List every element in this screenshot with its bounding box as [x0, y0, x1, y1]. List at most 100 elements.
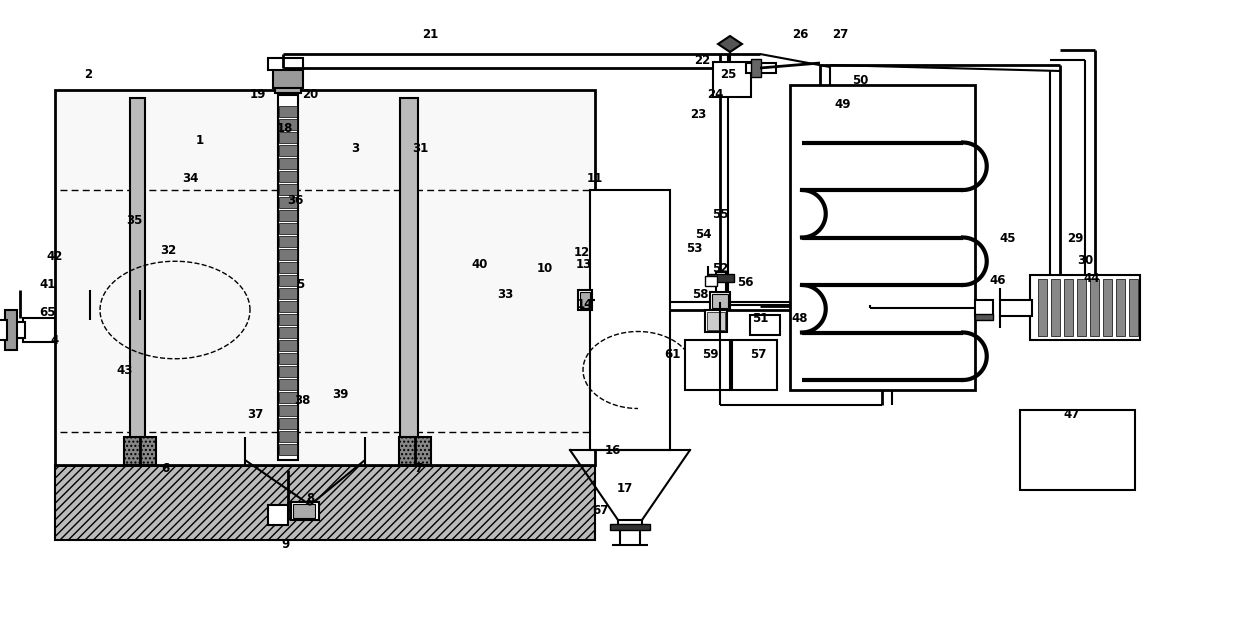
Bar	[1021, 410, 1135, 490]
Bar	[578, 290, 591, 310]
Bar	[279, 366, 298, 377]
Bar	[55, 465, 595, 540]
Bar	[580, 292, 590, 308]
Text: 42: 42	[47, 250, 63, 263]
Text: 24: 24	[707, 89, 723, 102]
Bar	[1030, 275, 1140, 340]
Text: 33: 33	[497, 288, 513, 301]
Bar	[279, 119, 298, 130]
Bar	[5, 310, 17, 350]
Text: 35: 35	[125, 213, 143, 227]
Bar	[278, 95, 298, 460]
Bar	[279, 327, 298, 338]
Bar	[279, 223, 298, 234]
Bar	[15, 322, 25, 338]
Bar	[1116, 279, 1125, 336]
Bar	[279, 210, 298, 221]
Text: 38: 38	[294, 394, 310, 406]
Bar	[291, 502, 319, 520]
Bar	[750, 315, 780, 335]
Bar	[707, 312, 725, 330]
Text: 48: 48	[792, 311, 808, 324]
Text: 51: 51	[751, 311, 769, 324]
Bar	[24, 318, 55, 342]
Text: 67: 67	[591, 504, 608, 517]
Bar	[590, 190, 670, 450]
Text: 3: 3	[351, 142, 360, 155]
Text: 49: 49	[835, 99, 851, 112]
Text: 16: 16	[605, 444, 621, 457]
Bar	[0, 320, 7, 340]
Bar	[1064, 279, 1073, 336]
Bar	[751, 59, 761, 77]
Text: 20: 20	[301, 89, 319, 102]
Text: 32: 32	[160, 243, 176, 256]
Text: 22: 22	[694, 54, 711, 67]
Text: 43: 43	[117, 364, 133, 376]
Text: 37: 37	[247, 409, 263, 421]
Bar	[279, 405, 298, 416]
Bar	[618, 520, 642, 526]
Text: 36: 36	[286, 193, 304, 207]
Text: 46: 46	[990, 273, 1006, 286]
Text: 56: 56	[737, 276, 753, 290]
Bar	[275, 73, 301, 93]
Bar	[268, 58, 303, 70]
Text: 4: 4	[51, 333, 60, 346]
Bar	[746, 63, 776, 73]
Bar	[1104, 279, 1112, 336]
Text: 34: 34	[182, 172, 198, 185]
Bar	[279, 184, 298, 195]
Bar	[279, 262, 298, 273]
Bar	[279, 288, 298, 299]
Text: 44: 44	[1084, 271, 1100, 285]
Bar	[1038, 279, 1047, 336]
Polygon shape	[718, 36, 742, 52]
Bar	[999, 300, 1032, 316]
Text: 41: 41	[40, 278, 56, 291]
Bar	[1078, 279, 1086, 336]
Text: 23: 23	[689, 109, 706, 122]
Bar	[279, 106, 298, 117]
Text: 26: 26	[792, 29, 808, 42]
Bar	[732, 340, 777, 390]
Bar	[273, 65, 303, 88]
Bar	[684, 340, 730, 390]
Bar	[279, 353, 298, 364]
Bar	[55, 90, 595, 465]
Text: 58: 58	[692, 288, 708, 301]
Text: 1: 1	[196, 134, 205, 147]
Text: 61: 61	[663, 348, 681, 361]
Bar	[706, 276, 717, 286]
Text: 18: 18	[277, 122, 293, 135]
Bar	[1090, 279, 1099, 336]
Bar	[279, 171, 298, 182]
Bar	[279, 301, 298, 312]
Bar	[268, 505, 288, 525]
Text: 2: 2	[84, 69, 92, 82]
Text: 14: 14	[577, 298, 593, 311]
Text: 40: 40	[471, 258, 489, 271]
Bar	[279, 392, 298, 403]
Bar	[708, 274, 734, 282]
Bar	[279, 314, 298, 325]
Bar	[279, 418, 298, 429]
Bar	[279, 197, 298, 208]
Bar	[715, 272, 725, 292]
Bar	[610, 524, 650, 530]
Text: 30: 30	[1076, 253, 1094, 266]
Text: 6: 6	[161, 462, 169, 474]
Bar	[706, 310, 727, 332]
Bar	[279, 444, 298, 455]
Text: 53: 53	[686, 241, 702, 255]
Bar	[975, 314, 993, 320]
Text: 7: 7	[414, 462, 422, 474]
Bar	[130, 98, 145, 455]
Bar	[1128, 279, 1138, 336]
Bar	[279, 132, 298, 143]
Bar	[279, 431, 298, 442]
Text: 54: 54	[694, 228, 712, 241]
Text: 27: 27	[832, 29, 848, 42]
Bar	[399, 437, 432, 465]
Text: 11: 11	[587, 172, 603, 185]
